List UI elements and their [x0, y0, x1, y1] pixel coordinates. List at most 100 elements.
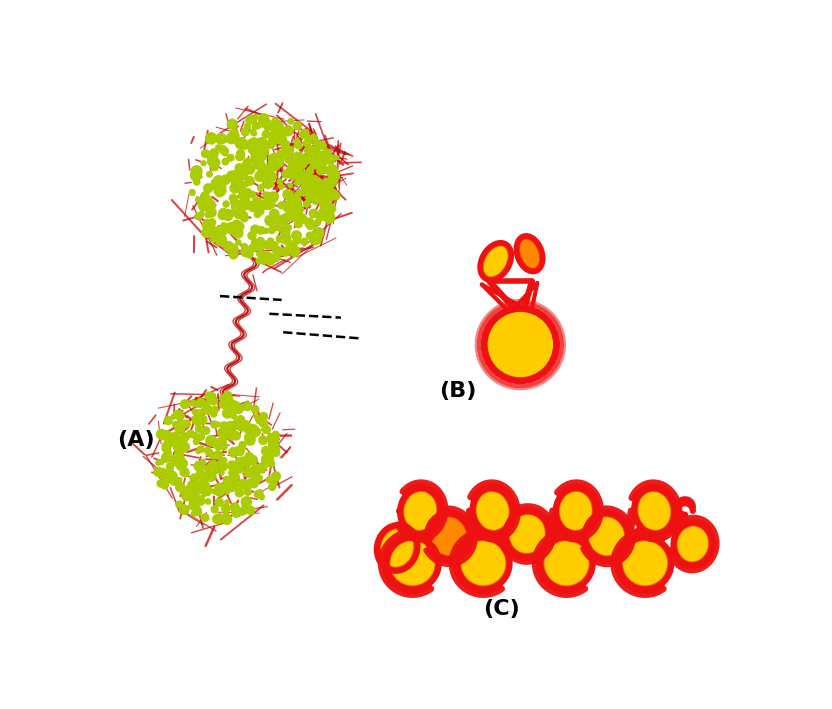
- Circle shape: [269, 436, 277, 445]
- Circle shape: [175, 423, 185, 433]
- Circle shape: [302, 154, 307, 159]
- Circle shape: [215, 181, 225, 192]
- Circle shape: [276, 235, 283, 242]
- Circle shape: [283, 233, 289, 239]
- Circle shape: [161, 481, 168, 489]
- Circle shape: [201, 228, 210, 238]
- Circle shape: [176, 454, 184, 462]
- Circle shape: [265, 120, 272, 126]
- Circle shape: [294, 122, 301, 130]
- Ellipse shape: [427, 513, 470, 559]
- Circle shape: [204, 228, 210, 234]
- Circle shape: [233, 228, 243, 238]
- Circle shape: [172, 421, 178, 427]
- Circle shape: [319, 207, 329, 218]
- Circle shape: [309, 165, 314, 170]
- Circle shape: [271, 472, 280, 481]
- Circle shape: [224, 242, 233, 251]
- Circle shape: [289, 241, 296, 249]
- Circle shape: [289, 184, 293, 188]
- Circle shape: [314, 184, 326, 196]
- Circle shape: [269, 155, 274, 160]
- Circle shape: [240, 421, 251, 431]
- Circle shape: [259, 164, 268, 173]
- Circle shape: [240, 173, 247, 179]
- Circle shape: [189, 501, 198, 510]
- Circle shape: [211, 506, 218, 513]
- Circle shape: [272, 431, 280, 438]
- Circle shape: [306, 220, 314, 229]
- Circle shape: [229, 250, 238, 259]
- Circle shape: [166, 475, 175, 483]
- Circle shape: [210, 421, 218, 428]
- Circle shape: [313, 139, 319, 145]
- Circle shape: [244, 426, 249, 431]
- Circle shape: [277, 179, 282, 184]
- Circle shape: [293, 162, 304, 172]
- Circle shape: [293, 206, 299, 213]
- Circle shape: [259, 118, 268, 127]
- Circle shape: [267, 433, 276, 442]
- Circle shape: [309, 187, 319, 198]
- Circle shape: [256, 258, 261, 264]
- Circle shape: [257, 208, 264, 215]
- Circle shape: [188, 481, 194, 488]
- Circle shape: [295, 220, 302, 228]
- Circle shape: [190, 495, 200, 505]
- Circle shape: [288, 212, 294, 218]
- Circle shape: [210, 411, 216, 417]
- Circle shape: [314, 179, 322, 186]
- Ellipse shape: [377, 525, 418, 571]
- Circle shape: [254, 414, 259, 418]
- Circle shape: [201, 194, 206, 199]
- Circle shape: [222, 158, 229, 164]
- Circle shape: [286, 209, 297, 220]
- Circle shape: [320, 208, 331, 218]
- Circle shape: [236, 228, 242, 234]
- Circle shape: [191, 432, 197, 438]
- Circle shape: [220, 401, 227, 408]
- Circle shape: [245, 479, 254, 487]
- Circle shape: [249, 203, 257, 211]
- Circle shape: [209, 460, 217, 468]
- Circle shape: [263, 252, 273, 262]
- Circle shape: [240, 191, 250, 201]
- Circle shape: [164, 416, 172, 425]
- Circle shape: [245, 123, 250, 129]
- Circle shape: [323, 194, 329, 201]
- Circle shape: [226, 133, 237, 144]
- Circle shape: [297, 174, 305, 181]
- Circle shape: [295, 139, 300, 145]
- Circle shape: [259, 114, 269, 124]
- Circle shape: [219, 236, 224, 241]
- Circle shape: [311, 189, 316, 193]
- Circle shape: [218, 436, 226, 444]
- Circle shape: [296, 159, 302, 165]
- Circle shape: [323, 192, 334, 202]
- Circle shape: [264, 228, 269, 233]
- Circle shape: [329, 171, 339, 182]
- Circle shape: [270, 442, 277, 450]
- Circle shape: [234, 476, 240, 482]
- Circle shape: [296, 189, 304, 196]
- Circle shape: [267, 201, 275, 208]
- Circle shape: [197, 446, 204, 452]
- Circle shape: [218, 181, 224, 186]
- Circle shape: [287, 147, 294, 153]
- Circle shape: [218, 428, 225, 436]
- Circle shape: [191, 510, 197, 516]
- Circle shape: [197, 433, 205, 440]
- Circle shape: [272, 121, 283, 132]
- Circle shape: [165, 439, 169, 443]
- Circle shape: [248, 425, 259, 435]
- Circle shape: [177, 478, 181, 482]
- Circle shape: [201, 150, 210, 157]
- Circle shape: [261, 447, 270, 455]
- Circle shape: [266, 476, 272, 483]
- Circle shape: [251, 225, 260, 233]
- Circle shape: [268, 460, 275, 467]
- Circle shape: [245, 489, 251, 496]
- Circle shape: [314, 155, 319, 160]
- Circle shape: [238, 193, 244, 199]
- Circle shape: [215, 225, 226, 238]
